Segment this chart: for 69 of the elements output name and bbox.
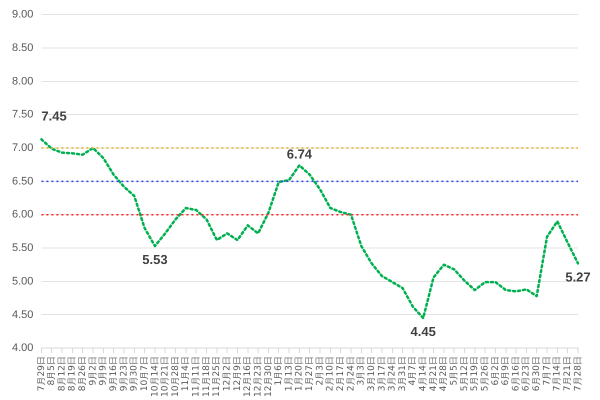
y-tick-label: 5.50 xyxy=(12,242,34,254)
x-tick-label: 3月31日 xyxy=(398,356,408,392)
x-tick-label: 2月10日 xyxy=(326,356,336,392)
x-tick-label: 8月5日 xyxy=(47,356,58,386)
x-tick-label: 8月26日 xyxy=(78,356,88,392)
x-tick-label: 9月2日 xyxy=(88,356,98,386)
x-tick-label: 5月26日 xyxy=(480,356,490,392)
x-tick-label: 9月9日 xyxy=(98,356,109,386)
x-tick-label: 7月28日 xyxy=(573,356,584,392)
x-tick-label: 10月14日 xyxy=(150,356,160,397)
y-tick-label: 6.00 xyxy=(12,208,34,221)
x-tick-label: 1月20日 xyxy=(294,356,305,392)
x-tick-label: 7月29日 xyxy=(36,356,47,392)
x-tick-label: 12月9日 xyxy=(232,356,243,392)
y-tick-label: 4.00 xyxy=(12,342,34,354)
x-tick-label: 4月14日 xyxy=(418,356,429,392)
x-tick-label: 7月14日 xyxy=(552,356,563,392)
x-tick-label: 12月16日 xyxy=(243,356,254,397)
x-tick-label: 10月28日 xyxy=(170,356,181,397)
x-tick-label: 11月11日 xyxy=(192,356,202,397)
annotation: 5.27 xyxy=(565,269,591,284)
y-tick-label: 8.00 xyxy=(12,75,34,88)
y-tick-label: 5.00 xyxy=(12,275,34,288)
y-tick-label: 4.50 xyxy=(12,308,34,321)
x-tick-label: 11月4日 xyxy=(181,356,192,392)
x-tick-label: 11月18日 xyxy=(202,356,212,397)
y-tick-label: 9.00 xyxy=(12,8,34,21)
x-tick-label: 1月13日 xyxy=(284,356,294,392)
x-tick-label: 3月3日 xyxy=(356,356,367,386)
x-tick-label: 8月19日 xyxy=(68,356,78,392)
x-tick-label: 2月24日 xyxy=(346,356,356,392)
x-tick-label: 6月9日 xyxy=(501,356,512,386)
x-tick-label: 1月27日 xyxy=(305,356,316,392)
x-tick-label: 5月19日 xyxy=(470,356,480,392)
y-tick-label: 8.50 xyxy=(12,42,34,54)
x-tick-label: 3月24日 xyxy=(388,356,398,392)
x-tick-label: 4月28日 xyxy=(439,356,450,392)
x-tick-label: 3月17日 xyxy=(377,356,388,392)
y-tick-label: 7.50 xyxy=(12,108,34,121)
x-tick-label: 7月21日 xyxy=(563,356,574,392)
annotation: 7.45 xyxy=(41,108,67,124)
annotation: 4.45 xyxy=(410,324,436,340)
x-tick-label: 4月21日 xyxy=(428,356,439,392)
x-tick-label: 4月7日 xyxy=(408,356,418,386)
x-tick-label: 9月23日 xyxy=(119,356,130,392)
x-tick-label: 8月12日 xyxy=(57,356,68,392)
x-tick-label: 6月23日 xyxy=(522,356,532,392)
x-tick-label: 6月30日 xyxy=(532,356,542,392)
x-tick-label: 5月12日 xyxy=(460,356,470,392)
x-tick-label: 1月6日 xyxy=(274,356,284,386)
x-tick-label: 10月21日 xyxy=(160,356,171,397)
x-tick-label: 7月7日 xyxy=(542,356,552,386)
x-tick-label: 5月5日 xyxy=(450,356,460,386)
annotation: 6.74 xyxy=(286,146,313,162)
x-tick-label: 6月16日 xyxy=(511,356,522,392)
x-tick-label: 12月23日 xyxy=(253,356,264,397)
x-tick-label: 12月30日 xyxy=(264,356,274,397)
x-tick-label: 2月17日 xyxy=(336,356,346,392)
x-tick-label: 3月10日 xyxy=(366,356,377,392)
x-tick-label: 10月7日 xyxy=(140,356,150,392)
x-tick-label: 12月2日 xyxy=(222,356,232,392)
x-tick-label: 9月30日 xyxy=(130,356,140,392)
annotation: 5.53 xyxy=(142,252,168,268)
x-tick-label: 11月25日 xyxy=(212,356,222,397)
x-tick-label: 9月16日 xyxy=(108,356,119,392)
x-tick-label: 2月3日 xyxy=(315,356,326,386)
x-tick-label: 6月2日 xyxy=(490,356,501,386)
y-tick-label: 6.50 xyxy=(12,175,34,188)
y-tick-label: 7.00 xyxy=(12,142,34,154)
